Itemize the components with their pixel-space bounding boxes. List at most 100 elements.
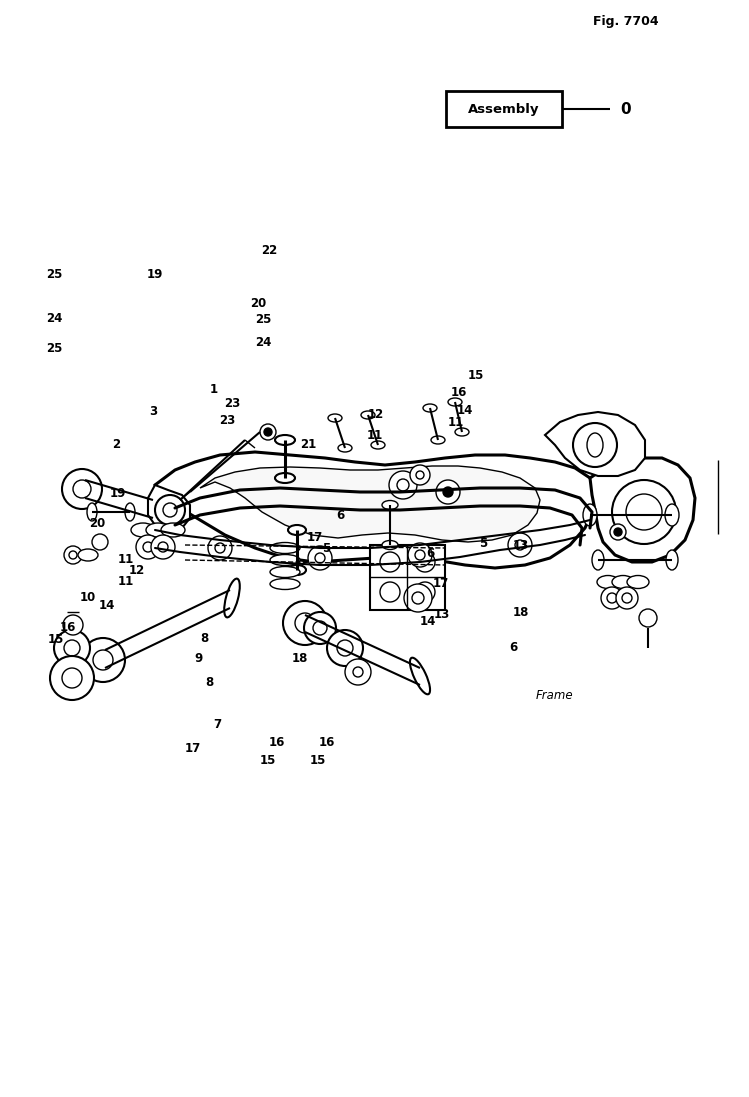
Text: 12: 12 [368,408,384,421]
Text: 8: 8 [205,676,214,689]
Circle shape [208,536,232,559]
Ellipse shape [583,504,597,525]
Text: 8: 8 [200,632,209,645]
Circle shape [389,471,417,499]
Text: 17: 17 [432,577,449,590]
Circle shape [607,593,617,603]
Ellipse shape [131,523,155,538]
Text: 25: 25 [46,268,62,281]
Circle shape [612,480,676,544]
Ellipse shape [382,541,398,550]
Circle shape [614,528,622,536]
Ellipse shape [78,548,98,561]
Ellipse shape [288,525,306,535]
Circle shape [63,615,83,635]
Ellipse shape [455,428,469,436]
Ellipse shape [125,504,135,521]
Text: 6: 6 [426,547,435,561]
Circle shape [622,593,632,603]
Ellipse shape [275,473,295,483]
Circle shape [163,504,177,517]
Text: 17: 17 [306,531,323,544]
Circle shape [327,630,363,666]
Ellipse shape [161,523,185,538]
Text: 13: 13 [434,608,450,621]
Circle shape [380,583,400,602]
Text: 14: 14 [99,599,115,612]
Circle shape [260,425,276,440]
Circle shape [415,552,435,572]
Circle shape [136,535,160,559]
Ellipse shape [587,433,603,457]
Polygon shape [545,412,645,476]
Text: 24: 24 [255,336,272,349]
Ellipse shape [270,578,300,589]
Text: 2: 2 [112,438,120,451]
Circle shape [92,534,108,550]
Circle shape [626,494,662,530]
Ellipse shape [410,658,430,694]
Text: 23: 23 [224,397,240,410]
Ellipse shape [288,565,306,575]
Ellipse shape [627,576,649,588]
Text: 20: 20 [89,517,106,530]
Circle shape [412,592,424,604]
Text: 14: 14 [456,404,473,417]
Polygon shape [200,466,540,542]
Circle shape [610,524,626,540]
Text: 7: 7 [213,717,221,731]
Ellipse shape [87,504,97,521]
Circle shape [73,480,91,498]
Text: 25: 25 [255,313,272,326]
Text: Assembly: Assembly [468,103,539,115]
Circle shape [313,621,327,635]
Circle shape [308,546,332,570]
Text: 6: 6 [509,641,518,654]
Ellipse shape [597,576,619,588]
Ellipse shape [665,504,679,525]
Ellipse shape [275,436,295,445]
Bar [370,545,445,610]
Circle shape [380,552,400,572]
Polygon shape [148,485,190,530]
Circle shape [50,656,94,700]
Text: 11: 11 [366,429,383,442]
Circle shape [353,667,363,677]
Circle shape [62,668,82,688]
Circle shape [443,487,453,497]
Ellipse shape [612,576,634,588]
Text: 10: 10 [79,591,96,604]
Text: 11: 11 [118,553,134,566]
Ellipse shape [448,398,462,406]
Ellipse shape [361,411,375,419]
Text: 18: 18 [512,606,529,619]
Text: 5: 5 [479,536,488,550]
Text: 12: 12 [129,564,145,577]
Ellipse shape [270,554,300,565]
Circle shape [304,612,336,644]
Text: 16: 16 [269,736,285,749]
Circle shape [436,480,460,504]
Circle shape [69,551,77,559]
Circle shape [54,630,90,666]
Text: 9: 9 [194,652,203,665]
Text: 19: 19 [109,487,126,500]
Circle shape [410,465,430,485]
FancyBboxPatch shape [446,91,562,127]
Circle shape [337,640,353,656]
Ellipse shape [328,414,342,422]
Ellipse shape [97,640,113,678]
Text: Fig. 7704: Fig. 7704 [593,15,659,29]
Text: 15: 15 [467,369,484,382]
Circle shape [151,535,175,559]
Circle shape [515,540,525,550]
Ellipse shape [270,543,300,554]
Circle shape [408,543,432,567]
Text: 24: 24 [46,312,62,325]
Text: 20: 20 [250,297,267,310]
Text: 14: 14 [419,615,436,629]
Circle shape [62,470,102,509]
Circle shape [315,553,325,563]
Ellipse shape [270,566,300,577]
Text: 15: 15 [259,754,276,767]
